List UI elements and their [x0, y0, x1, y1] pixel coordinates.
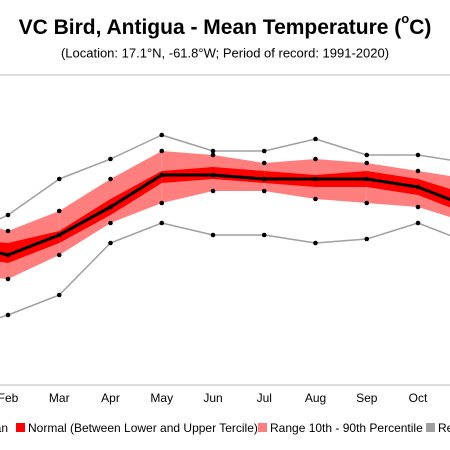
legend-swatch [258, 423, 267, 432]
point [108, 176, 113, 182]
x-tick-label: May [150, 391, 173, 405]
chart-subtitle: (Location: 17.1°N, -61.8°W; Period of re… [61, 45, 389, 60]
x-tick-label: Feb [0, 391, 19, 405]
legend-label: Range 10th - 90th Percentile [270, 421, 423, 435]
point [261, 188, 267, 194]
point [159, 172, 165, 178]
point [108, 220, 113, 226]
point [313, 176, 318, 182]
point [415, 168, 421, 174]
point [415, 152, 421, 158]
point [261, 148, 267, 154]
title-end: C) [409, 16, 431, 39]
point [313, 196, 318, 202]
point [210, 152, 216, 158]
legend-swatch [16, 423, 25, 432]
point [210, 148, 216, 154]
point [364, 152, 370, 158]
point [313, 240, 318, 246]
title-sup: o [401, 11, 409, 26]
point [364, 160, 370, 166]
x-tick-label: Mar [49, 391, 70, 405]
point [5, 252, 11, 258]
point [5, 212, 11, 218]
point [210, 172, 216, 178]
point [210, 188, 216, 194]
legend-label: Mean [0, 421, 8, 435]
x-tick-label: Apr [101, 391, 120, 405]
plot: Feb Mar Apr May Jun Jul Aug Sep Oct [0, 132, 450, 405]
point [159, 200, 165, 206]
legend-label: Normal (Between Lower and Upper Tercile) [28, 421, 258, 435]
point [56, 252, 62, 258]
point [5, 312, 11, 318]
point [415, 220, 421, 226]
point [108, 204, 113, 210]
point [5, 276, 11, 282]
point [261, 232, 267, 238]
point [415, 184, 421, 190]
point [5, 228, 11, 234]
point [56, 176, 62, 182]
chart-title: VC Bird, Antigua - Mean Temperature (oC) [19, 11, 432, 38]
point [56, 208, 62, 214]
point [108, 156, 113, 162]
legend: Mean Normal (Between Lower and Upper Terc… [0, 421, 450, 435]
point [56, 292, 62, 298]
legend-swatch [426, 423, 435, 432]
x-tick-label: Oct [409, 391, 428, 405]
legend-label: Record [438, 421, 450, 435]
point [56, 232, 62, 238]
point [415, 204, 421, 210]
point [108, 240, 113, 246]
point [261, 176, 267, 182]
point [364, 200, 370, 206]
plot-frame [0, 74, 450, 386]
point [159, 220, 165, 226]
point [364, 236, 370, 242]
title-main: VC Bird, Antigua - Mean Temperature ( [19, 16, 402, 39]
point [159, 132, 165, 138]
x-tick-label: Jun [203, 391, 222, 405]
x-tick-label: Jul [257, 391, 272, 405]
point [313, 156, 318, 162]
x-tick-label: Sep [356, 391, 378, 405]
point [261, 160, 267, 166]
point [210, 232, 216, 238]
point [313, 136, 318, 142]
point [159, 148, 165, 154]
x-tick-label: Aug [305, 391, 326, 405]
point [364, 176, 370, 182]
